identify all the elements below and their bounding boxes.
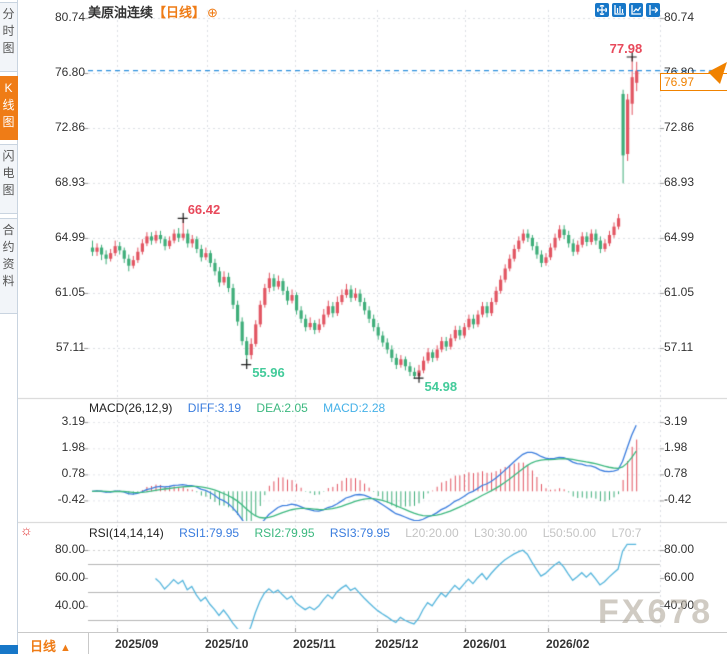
price-axis-label-left: 57.11: [55, 339, 85, 354]
macd-axis-label-right: 0.78: [664, 466, 688, 481]
watermark: FX678: [598, 593, 714, 631]
rsi-name: RSI(14,14,14): [89, 526, 164, 540]
sidebar-tab-2[interactable]: K线图: [0, 76, 18, 140]
add-indicator-icon[interactable]: ⊕: [207, 5, 218, 20]
rsi-axis-label-left: 80.00: [54, 542, 85, 556]
macd-dea-value: DEA:2.05: [256, 401, 308, 415]
price-axis-label-left: 68.93: [54, 174, 85, 189]
price-axis-label-left: 76.80: [54, 65, 85, 79]
rsi-level-20: L20:20.00: [405, 526, 459, 540]
period-tag[interactable]: 【日线】: [153, 5, 206, 20]
line-scale-icon[interactable]: [629, 3, 643, 17]
rsi-axis-label-right: 60.00: [664, 570, 695, 584]
rsi-axis-label-left: 60.00: [54, 570, 85, 584]
sidebar-tab-3[interactable]: 闪电图: [0, 144, 18, 214]
rsi1-value: RSI1:79.95: [179, 526, 240, 540]
macd-axis-label-left: 0.78: [61, 466, 85, 481]
rsi-level-70: L70:7: [611, 526, 642, 540]
macd-macd-value: MACD:2.28: [323, 401, 386, 415]
macd-diff-value: DIFF:3.19: [187, 401, 242, 415]
annotation-sep-peak: 66.42: [187, 201, 221, 217]
price-axis-label-right: 72.86: [664, 120, 695, 135]
strip-divider: [88, 632, 89, 654]
x-axis-strip: [18, 632, 727, 655]
x-axis-label: 2026/02: [546, 637, 590, 651]
exit-fullscreen-icon[interactable]: [646, 3, 660, 17]
rsi-header: RSI(14,14,14) RSI1:79.95 RSI2:79.95 RSI3…: [89, 526, 659, 540]
rsi3-value: RSI3:79.95: [329, 526, 390, 540]
rsi-axis-label-left: 40.00: [54, 598, 85, 612]
rsi2-value: RSI2:79.95: [254, 526, 315, 540]
sidebar-tab-4[interactable]: 合约资料: [0, 218, 18, 314]
macd-name: MACD(26,12,9): [89, 401, 173, 415]
rsi-settings-icon[interactable]: ☼: [20, 522, 33, 538]
x-axis-label: 2025/09: [115, 637, 159, 651]
corner-block: [0, 645, 18, 654]
price-axis-label-left: 72.86: [54, 120, 85, 135]
sidebar: 分时图 K线图闪电图合约资料: [0, 0, 18, 654]
price-flag-icon: [708, 62, 727, 84]
chart-toolbar: [595, 3, 660, 17]
price-axis-label-left: 64.99: [54, 229, 85, 244]
sidebar-tab-1[interactable]: 分时图: [0, 2, 18, 72]
crosshair-icon[interactable]: [595, 3, 609, 17]
macd-axis-label-left: -0.42: [57, 492, 85, 507]
instrument-title: 美原油连续: [88, 5, 154, 20]
price-axis-label-right: 57.11: [664, 339, 694, 354]
annotation-dec-low: 54.98: [424, 378, 458, 394]
price-axis-label-right: 61.05: [664, 284, 695, 299]
x-axis-label: 2026/01: [463, 637, 507, 651]
bar-scale-icon[interactable]: [612, 3, 626, 17]
annotation-swing-high: 77.98: [609, 40, 643, 56]
price-axis-label-left: 61.05: [54, 284, 85, 299]
chevron-up-icon: ▲: [60, 642, 71, 654]
rsi-axis-label-right: 80.00: [664, 542, 695, 556]
x-axis-label: 2025/10: [205, 637, 249, 651]
price-axis-label-left: 80.74: [54, 9, 85, 24]
macd-axis-label-right: 1.98: [664, 440, 688, 455]
titlebar: 美原油连续【日线】 ⊕: [88, 2, 218, 21]
rsi-level-50: L50:50.00: [542, 526, 597, 540]
price-axis-label-right: 64.99: [664, 229, 695, 244]
macd-header: MACD(26,12,9) DIFF:3.19 DEA:2.05 MACD:2.…: [89, 401, 659, 415]
price-axis-label-right: 68.93: [664, 174, 695, 189]
period-selector[interactable]: 日线 ▲: [30, 636, 71, 655]
macd-axis-label-left: 3.19: [61, 414, 85, 429]
period-selector-label: 日线: [30, 639, 57, 654]
price-axis-label-right: 80.74: [664, 9, 695, 24]
x-axis-label: 2025/12: [375, 637, 419, 651]
annotation-oct-low: 55.96: [252, 365, 285, 381]
macd-axis-label-right: 3.19: [664, 414, 688, 429]
rsi-level-30: L30:30.00: [473, 526, 528, 540]
current-price-tag: 76.97: [660, 73, 727, 91]
rsi-axis-label-right: 40.00: [664, 598, 695, 612]
macd-axis-label-left: 1.98: [61, 440, 85, 455]
x-axis-label: 2025/11: [293, 637, 336, 651]
macd-axis-label-right: -0.42: [664, 492, 692, 507]
